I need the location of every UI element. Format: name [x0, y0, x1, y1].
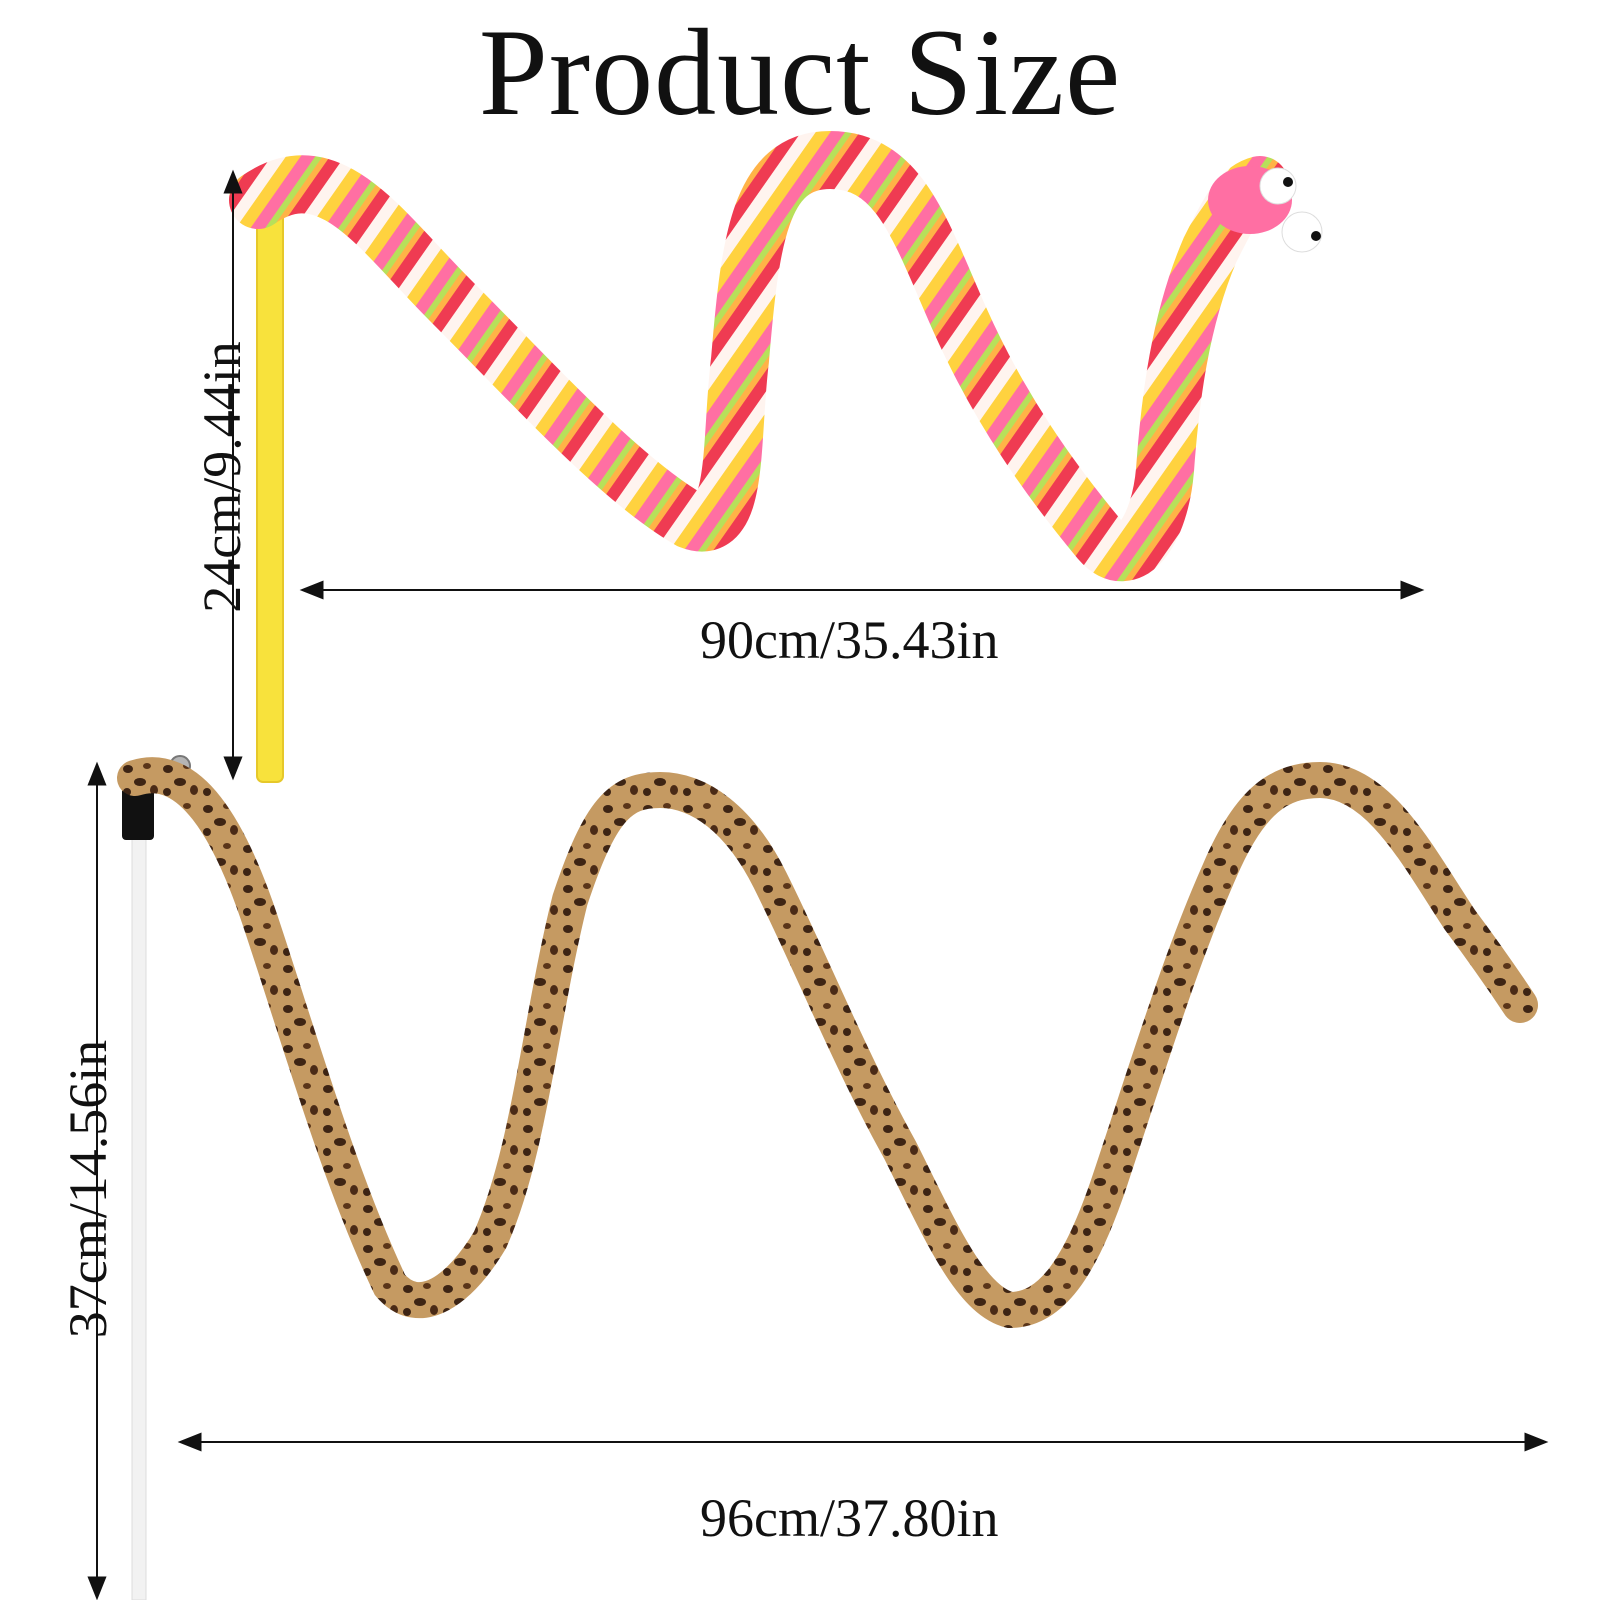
height-label-2: 37cm/14.56in [58, 1039, 118, 1339]
white-wand [131, 829, 147, 1600]
black-grip [122, 782, 154, 840]
eye-right-icon [1281, 211, 1323, 253]
striped-snake-toy [229, 130, 1323, 783]
page-title: Product Size [478, 4, 1122, 141]
eye-left-icon [1259, 167, 1297, 205]
yellow-wand [256, 197, 284, 783]
height-label-1: 24cm/9.44in [192, 341, 252, 613]
width-label-1: 90cm/35.43in [700, 610, 999, 670]
leopard-toy [117, 755, 1538, 1600]
leopard-body [117, 757, 1538, 1329]
striped-snake-body [229, 130, 1289, 582]
width-label-2: 96cm/37.80in [700, 1488, 999, 1548]
